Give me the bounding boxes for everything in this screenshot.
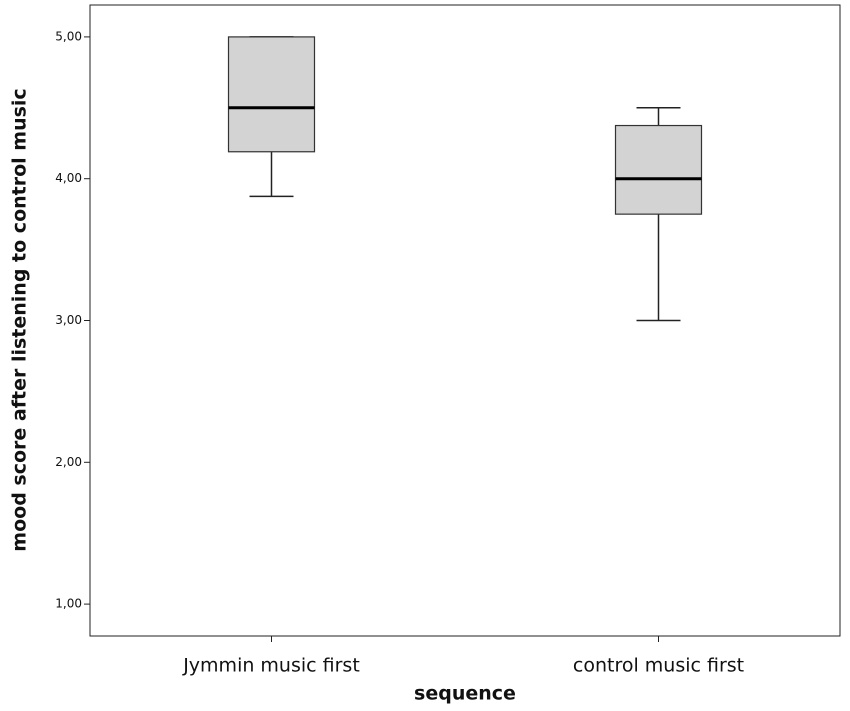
box [227,36,316,153]
x-tick-label: control music first [573,655,744,677]
x-axis-label: sequence [414,683,516,705]
y-tick-label: 5,00 [55,29,82,43]
x-tick-label: Jymmin music first [182,655,360,677]
box [614,124,703,215]
y-tick-label: 3,00 [55,313,82,327]
y-tick-label: 4,00 [55,171,82,185]
y-tick-label: 1,00 [55,597,82,611]
y-tick-label: 2,00 [55,455,82,469]
plot-frame [89,4,841,637]
y-axis-label: mood score after listening to control mu… [9,88,31,551]
